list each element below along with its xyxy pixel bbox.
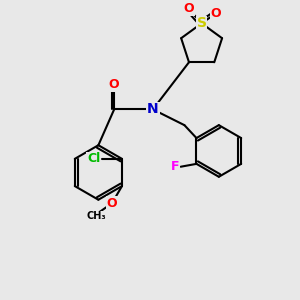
Text: N: N: [147, 102, 159, 116]
Text: O: O: [106, 197, 117, 210]
Text: Cl: Cl: [87, 152, 101, 165]
Text: F: F: [171, 160, 179, 173]
Text: S: S: [196, 16, 207, 30]
Text: O: O: [211, 7, 221, 20]
Text: O: O: [183, 2, 194, 16]
Text: CH₃: CH₃: [86, 211, 106, 221]
Text: O: O: [109, 79, 119, 92]
